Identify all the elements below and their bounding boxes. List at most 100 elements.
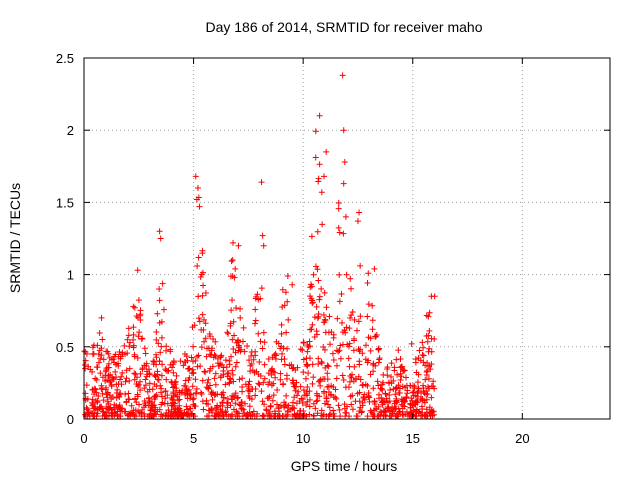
data-point <box>267 403 274 410</box>
data-point <box>207 365 214 372</box>
data-point <box>232 400 239 407</box>
data-point <box>277 376 284 383</box>
data-point <box>234 394 241 401</box>
data-point <box>283 372 290 379</box>
data-point <box>353 412 360 419</box>
data-point <box>253 413 260 420</box>
y-tick-label: 1.5 <box>56 195 74 210</box>
data-point <box>331 413 338 420</box>
data-point <box>215 363 222 370</box>
data-point <box>228 396 235 403</box>
data-point <box>343 409 350 416</box>
data-point <box>184 387 191 394</box>
data-point <box>98 352 105 359</box>
data-point <box>363 342 370 349</box>
data-point <box>309 321 316 328</box>
data-point <box>340 127 347 134</box>
data-point <box>199 311 206 318</box>
data-point <box>183 403 190 410</box>
data-point <box>257 338 264 345</box>
data-point <box>279 286 286 293</box>
data-point <box>113 394 120 401</box>
data-point <box>184 395 191 402</box>
data-point <box>321 388 328 395</box>
data-point <box>162 395 169 402</box>
data-point <box>394 371 401 378</box>
data-point <box>153 354 160 361</box>
data-point <box>414 397 421 404</box>
data-point <box>253 293 260 300</box>
data-point <box>360 381 367 388</box>
data-point <box>159 280 166 287</box>
data-point <box>89 399 96 406</box>
data-point <box>158 343 165 350</box>
data-point <box>263 407 270 414</box>
data-point <box>222 357 229 364</box>
data-point <box>170 384 177 391</box>
data-point <box>200 316 207 323</box>
data-point <box>324 370 331 377</box>
data-point <box>168 394 175 401</box>
data-point <box>112 368 119 375</box>
data-point <box>91 391 98 398</box>
data-point <box>153 336 160 343</box>
data-point <box>393 356 400 363</box>
data-point <box>368 409 375 416</box>
data-point <box>268 367 275 374</box>
data-point <box>153 328 160 335</box>
data-point <box>428 394 435 401</box>
data-point <box>349 309 356 316</box>
data-point <box>392 391 399 398</box>
data-point <box>270 380 277 387</box>
data-point <box>423 406 430 413</box>
data-point <box>306 396 313 403</box>
data-point <box>159 393 166 400</box>
data-point <box>210 336 217 343</box>
y-tick-label: 0 <box>67 412 74 427</box>
data-point <box>97 355 104 362</box>
data-point <box>333 375 340 382</box>
data-point <box>157 235 164 242</box>
data-point <box>167 346 174 353</box>
data-point <box>135 297 142 304</box>
data-point <box>146 371 153 378</box>
data-point <box>348 312 355 319</box>
data-point <box>142 350 149 357</box>
data-point <box>280 345 287 352</box>
data-point <box>295 388 302 395</box>
data-point <box>347 393 354 400</box>
data-point <box>133 399 140 406</box>
data-point <box>154 368 161 375</box>
data-point <box>212 370 219 377</box>
data-point <box>339 372 346 379</box>
data-point <box>320 375 327 382</box>
data-point <box>282 401 289 408</box>
data-point <box>180 362 187 369</box>
data-point <box>151 395 158 402</box>
data-point <box>170 358 177 365</box>
data-point <box>359 382 366 389</box>
data-point <box>298 412 305 419</box>
data-point <box>375 413 382 420</box>
y-tick-label: 2 <box>67 123 74 138</box>
data-point <box>426 345 433 352</box>
data-point <box>213 405 220 412</box>
data-point <box>122 351 129 358</box>
data-point <box>401 367 408 374</box>
data-point <box>364 413 371 420</box>
x-tick-label: 15 <box>406 431 420 446</box>
data-point <box>196 203 203 210</box>
data-point <box>119 369 126 376</box>
data-point <box>192 376 199 383</box>
data-point <box>326 411 333 418</box>
data-point <box>313 263 320 270</box>
data-point <box>158 372 165 379</box>
data-point <box>248 353 255 360</box>
data-point <box>342 413 349 420</box>
data-point <box>235 242 242 249</box>
data-point <box>125 325 132 332</box>
data-point <box>189 383 196 390</box>
data-point <box>323 394 330 401</box>
data-point <box>351 363 358 370</box>
data-point <box>357 376 364 383</box>
